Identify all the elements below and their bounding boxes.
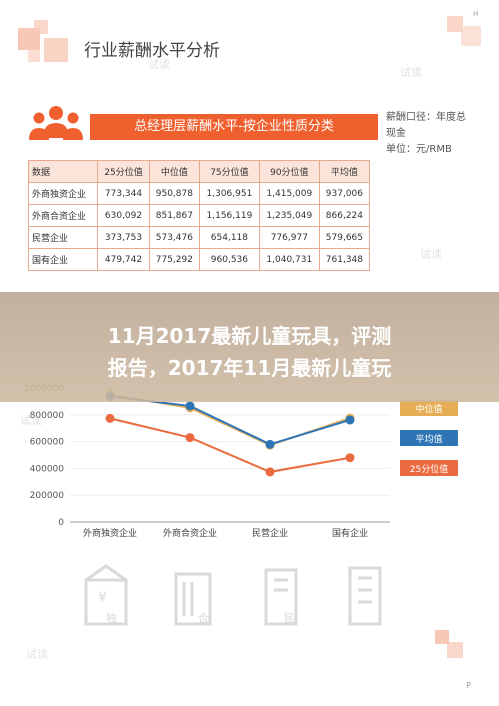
x-tick-label: 外商合资企业 (163, 527, 217, 539)
table-cell: 373,753 (97, 226, 150, 249)
svg-text:¥: ¥ (98, 590, 107, 606)
column-header: 90分位值 (258, 160, 320, 183)
legend-swatch (400, 460, 458, 476)
table-cell: 775,292 (148, 248, 200, 271)
watermark: 试读 (20, 414, 42, 427)
watermark: 试读 (420, 248, 442, 261)
legend-label: 平均值 (415, 433, 442, 445)
data-point (265, 439, 275, 449)
svg-text:合: 合 (198, 611, 209, 625)
salary-table: 数据 25分位值 中位值 75分位值 90分位值 平均值 外商独资企业 773,… (27, 160, 371, 271)
table-cell: 1,235,049 (258, 204, 320, 227)
table-cell: 1,415,009 (258, 182, 320, 205)
meta-unit: 单位：元/RMB (386, 144, 452, 155)
data-point (185, 433, 195, 443)
table-cell: 外商独资企业 (27, 182, 99, 205)
y-tick-label: 600000 (30, 438, 65, 448)
data-point (185, 401, 195, 411)
y-tick-label: 0 (58, 518, 64, 528)
legend-label: 25分位值 (410, 463, 448, 475)
y-tick-label: 800000 (30, 411, 65, 421)
banner-title: 总经理层薪酬水平-按企业性质分类 (90, 114, 378, 140)
decorative-squares (18, 20, 78, 70)
table-cell: 国有企业 (27, 248, 99, 271)
column-header: 75分位值 (198, 160, 260, 183)
data-point (105, 413, 115, 423)
table-cell: 866,224 (318, 204, 371, 227)
table-cell: 950,878 (148, 182, 200, 205)
table-meta: 薪酬口径：年度总现金 单位：元/RMB (386, 110, 468, 158)
y-tick-label: 400000 (30, 464, 65, 474)
enterprise-type-icons: ¥ 独 合 民 (84, 564, 382, 626)
people-group-icon (29, 106, 83, 140)
corner-mark: H (473, 10, 479, 18)
decorative-corner: H (439, 10, 489, 50)
overlay-title-line1: 11月2017最新儿童玩具，评测 (107, 324, 392, 348)
watermark: 试读 (400, 66, 422, 79)
table-row: 外商合资企业 630,092 851,867 1,156,119 1,235,0… (27, 204, 371, 227)
table-banner: 总经理层薪酬水平-按企业性质分类 薪酬口径：年度总现金 单位：元/RMB (28, 104, 468, 155)
table-cell: 573,476 (148, 226, 200, 249)
title-overlay: 11月2017最新儿童玩具，评测 报告，2017年11月最新儿童玩 (0, 292, 499, 402)
legend-label: 中位值 (415, 403, 442, 415)
y-tick-label: 200000 (30, 491, 65, 501)
foreign-owned-building-icon: ¥ 独 (84, 564, 128, 626)
table-cell: 外商合资企业 (27, 204, 99, 227)
table-cell: 1,306,951 (198, 182, 260, 205)
joint-venture-building-icon: 合 (174, 572, 212, 626)
legend-swatch (400, 430, 458, 446)
table-cell: 630,092 (97, 204, 150, 227)
table-row: 外商独资企业 773,344 950,878 1,306,951 1,415,0… (27, 182, 371, 205)
x-tick-label: 外商独资企业 (83, 527, 137, 539)
svg-text:民: 民 (284, 612, 295, 625)
table-cell: 1,156,119 (198, 204, 260, 227)
series-line (109, 395, 351, 446)
table-cell: 937,006 (318, 182, 371, 205)
page-mark: P (466, 681, 471, 690)
table-row: 民营企业 373,753 573,476 654,118 776,977 579… (27, 226, 371, 249)
svg-text:独: 独 (106, 612, 117, 625)
table-cell: 654,118 (198, 226, 260, 249)
column-header: 25分位值 (97, 160, 150, 183)
private-building-icon: 民 (264, 568, 298, 626)
table-cell: 773,344 (97, 182, 150, 205)
table-cell: 579,665 (318, 226, 371, 249)
watermark: 试读 (148, 58, 170, 71)
table-cell: 479,742 (97, 248, 150, 271)
table-cell: 960,536 (198, 248, 260, 271)
overlay-title: 11月2017最新儿童玩具，评测 报告，2017年11月最新儿童玩 (0, 320, 499, 384)
data-point (345, 453, 355, 463)
column-header: 数据 (27, 160, 99, 183)
legend-swatch (400, 400, 458, 416)
table-row: 国有企业 479,742 775,292 960,536 1,040,731 7… (27, 248, 371, 271)
data-point (345, 415, 355, 425)
x-tick-label: 民营企业 (252, 527, 288, 539)
table-cell: 民营企业 (27, 226, 99, 249)
table-header-row: 数据 25分位值 中位值 75分位值 90分位值 平均值 (27, 160, 371, 183)
series-line (109, 393, 351, 447)
data-point (265, 467, 275, 477)
table-cell: 851,867 (148, 204, 200, 227)
table-cell: 776,977 (258, 226, 320, 249)
overlay-title-line2: 报告，2017年11月最新儿童玩 (107, 356, 392, 380)
series-line (109, 417, 351, 473)
table-cell: 1,040,731 (258, 248, 320, 271)
state-owned-building-icon (348, 566, 382, 626)
column-header: 中位值 (148, 160, 200, 183)
meta-caliber: 薪酬口径：年度总现金 (386, 112, 466, 139)
watermark: 试读 (26, 648, 48, 661)
section-heading: 行业薪酬水平分析 (84, 41, 220, 61)
column-header: 平均值 (318, 160, 371, 183)
x-tick-label: 国有企业 (332, 527, 368, 539)
decorative-squares-bottom (435, 630, 465, 660)
table-cell: 761,348 (318, 248, 371, 271)
